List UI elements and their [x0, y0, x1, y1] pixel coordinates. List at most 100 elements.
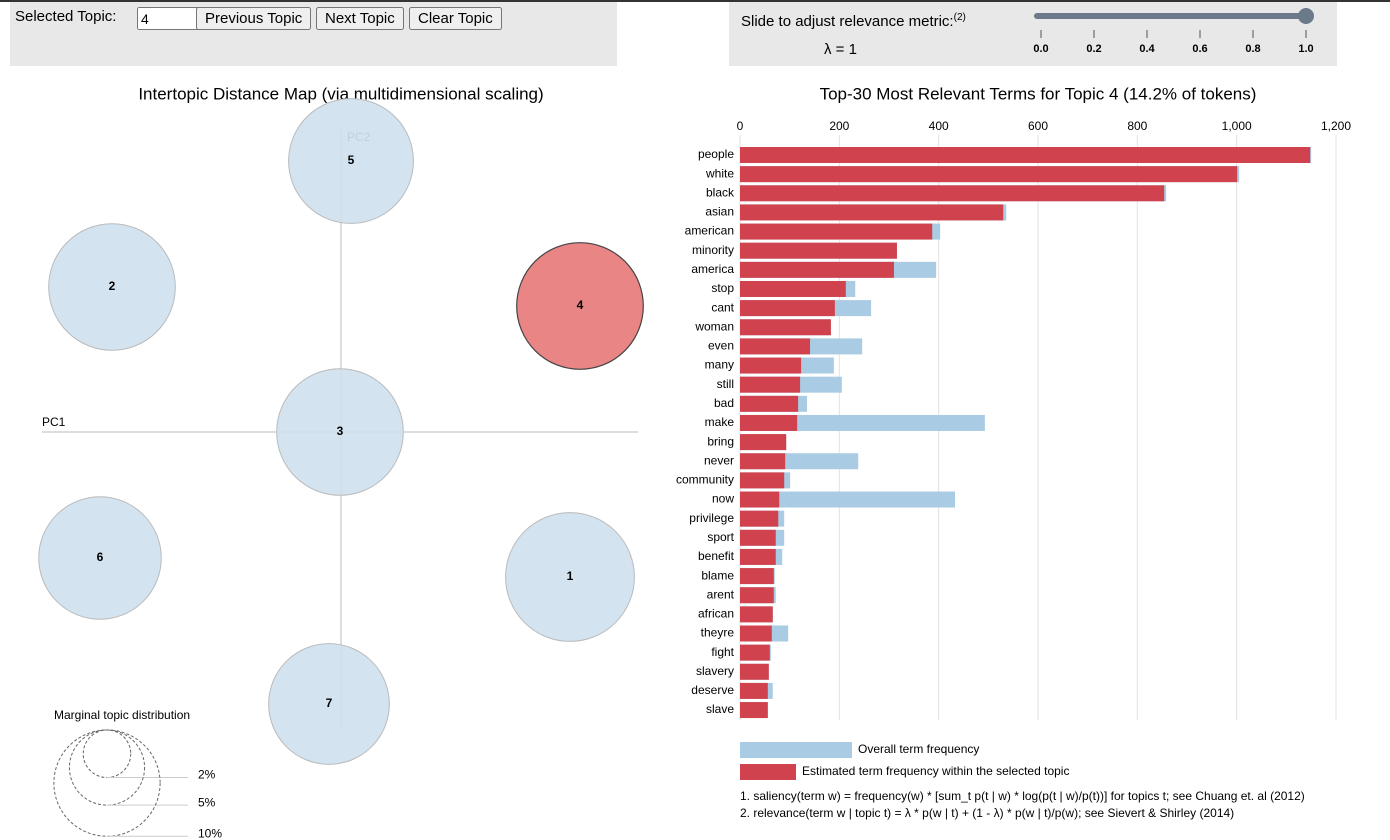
term-label: stop: [711, 281, 734, 295]
topic-bar: [740, 625, 772, 642]
term-label: blame: [701, 568, 734, 582]
topic-bar: [740, 568, 774, 585]
topic-label: 1: [567, 569, 574, 583]
term-label: people: [698, 147, 734, 161]
topic-bar: [740, 147, 1311, 163]
term-label: cant: [711, 300, 734, 314]
legend-label: Estimated term frequency within the sele…: [802, 764, 1069, 778]
term-label: slave: [706, 702, 734, 716]
topic-bar: [740, 587, 774, 604]
term-label: community: [676, 473, 734, 487]
topic-bar: [740, 644, 770, 661]
topic-bar: [740, 434, 787, 451]
legend-size-label: 10%: [198, 826, 222, 840]
topic-bubble: [276, 368, 404, 496]
topic-label: 7: [326, 696, 333, 710]
term-label: privilege: [689, 511, 734, 525]
slider-note: (2): [953, 12, 966, 23]
topic-bubble: [38, 496, 162, 620]
term-label: bring: [707, 434, 734, 448]
term-label: sport: [707, 530, 734, 544]
overall-bar: [740, 491, 956, 508]
selected-label: Selected Topic:: [15, 8, 117, 25]
topic-bar: [740, 376, 801, 393]
x-tick-label: 400: [929, 119, 949, 133]
term-label: black: [706, 185, 735, 199]
legend-size-label: 2%: [198, 768, 216, 782]
topic-bubble: [516, 242, 644, 370]
topic-bubble: [505, 512, 635, 642]
topic-bar: [740, 529, 776, 546]
term-label: minority: [692, 243, 734, 257]
topic-bar: [740, 472, 785, 489]
x-tick-label: 0: [737, 119, 744, 133]
prev-button[interactable]: Previous Topic: [196, 7, 312, 30]
topic-bubble: [48, 223, 176, 351]
topic-bar: [740, 395, 799, 412]
legend-label: Overall term frequency: [858, 742, 979, 756]
top-border: [0, 0, 1390, 2]
topic-bar: [740, 204, 1004, 221]
topic-bar: [740, 548, 776, 565]
x-tick-label: 600: [1028, 119, 1048, 133]
legend-circle: [53, 729, 161, 837]
footnote: 2. relevance(term w | topic t) = λ * p(w…: [740, 806, 1234, 820]
slider-tick-label: 0.0: [1033, 43, 1048, 55]
topic-bar: [740, 166, 1238, 183]
legend-swatch: [740, 742, 852, 758]
term-label: woman: [694, 319, 734, 333]
map-title: Intertopic Distance Map (via multidimens…: [138, 84, 543, 103]
next-button[interactable]: Next Topic: [316, 7, 404, 30]
clear-button[interactable]: Clear Topic: [409, 7, 502, 30]
footnote: 1. saliency(term w) = frequency(w) * [su…: [740, 789, 1305, 803]
topic-label: 5: [348, 153, 355, 167]
slider-tick-label: 0.6: [1192, 43, 1207, 55]
topic-bubble: [288, 98, 414, 224]
term-label: asian: [705, 205, 734, 219]
topic-bar: [740, 606, 773, 623]
topic-bar: [740, 261, 894, 278]
x-tick-label: 1,200: [1321, 119, 1351, 133]
topic-bar: [740, 300, 835, 317]
term-label: african: [698, 607, 734, 621]
topic-bar: [740, 242, 897, 259]
topic-bubble: [268, 643, 390, 765]
topic-bar: [740, 491, 780, 508]
slider-text: Slide to adjust relevance metric:: [741, 13, 954, 30]
legend-swatch: [740, 764, 796, 780]
slider-handle: [1298, 8, 1314, 24]
topic-label: 6: [97, 550, 104, 564]
topic-bar: [740, 663, 769, 680]
overall-bar: [740, 414, 985, 431]
slider-tick-label: 0.8: [1245, 43, 1260, 55]
x-tick-label: 800: [1127, 119, 1147, 133]
topic-bar: [740, 319, 831, 336]
slider-tick-label: 0.4: [1139, 43, 1155, 55]
term-label: benefit: [698, 549, 735, 563]
chart-title: Top-30 Most Relevant Terms for Topic 4 (…: [820, 84, 1257, 103]
term-label: fight: [711, 645, 734, 659]
topic-bar: [740, 682, 768, 699]
topic-input[interactable]: [137, 7, 201, 30]
term-label: many: [705, 358, 734, 372]
term-label: deserve: [691, 683, 734, 697]
topic-label: 4: [577, 298, 584, 312]
topic-bar: [740, 223, 933, 240]
term-label: america: [691, 262, 734, 276]
legend-circle: [82, 729, 132, 779]
term-label: now: [712, 492, 734, 506]
topic-bar: [740, 338, 811, 355]
x-tick-label: 1,000: [1222, 119, 1252, 133]
topic-panel: Selected Topic: Previous Topic Next Topi…: [10, 2, 617, 66]
slider-panel: Slide to adjust relevance metric:(2) λ =…: [729, 2, 1337, 66]
legend-circle: [68, 729, 146, 806]
term-label: theyre: [701, 626, 735, 640]
topic-bar: [740, 280, 846, 297]
topic-label: 2: [109, 279, 116, 293]
slider-tick-label: 1.0: [1298, 43, 1313, 55]
term-label: still: [717, 377, 734, 391]
topic-bar: [740, 414, 798, 431]
x-tick-label: 200: [829, 119, 849, 133]
term-label: make: [705, 415, 735, 429]
